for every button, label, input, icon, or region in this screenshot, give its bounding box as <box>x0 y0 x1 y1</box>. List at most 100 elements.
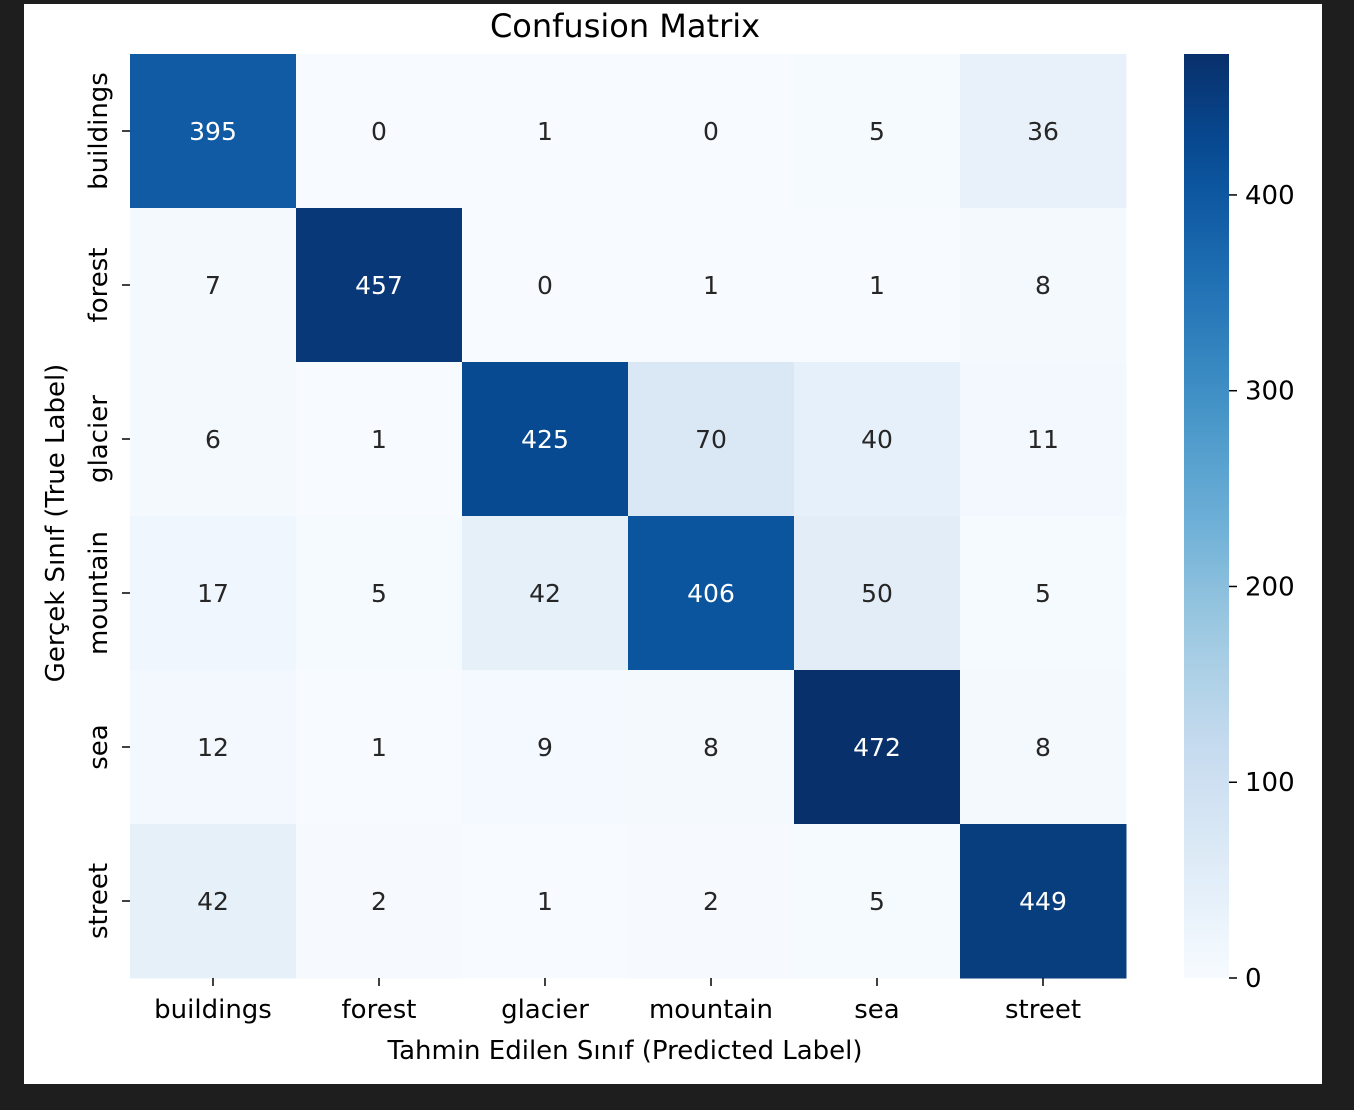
cell-value-label: 425 <box>521 425 569 454</box>
heatmap-cell-sea-glacier <box>462 670 629 825</box>
cell-value-label: 1 <box>537 117 553 146</box>
x-tick-label: street <box>1005 995 1081 1025</box>
cell-value-label: 1 <box>703 271 719 300</box>
heatmap-cell-street-street <box>960 824 1127 979</box>
cell-value-label: 50 <box>861 579 893 608</box>
cell-value-label: 457 <box>355 271 403 300</box>
colorbar-tick-label: 100 <box>1245 768 1295 798</box>
heatmap-cell-forest-street <box>960 208 1127 363</box>
chart-title: Confusion Matrix <box>490 7 760 45</box>
heatmap-cell-sea-street <box>960 670 1127 825</box>
heatmap-cell-buildings-forest <box>296 54 463 209</box>
colorbar-tick-label: 200 <box>1245 572 1295 602</box>
cell-value-label: 12 <box>197 733 229 762</box>
heatmap-cell-glacier-sea <box>794 362 961 517</box>
heatmap-cell-street-glacier <box>462 824 629 979</box>
heatmap-cell-sea-forest <box>296 670 463 825</box>
heatmap-cell-glacier-glacier <box>462 362 629 517</box>
cell-value-label: 8 <box>1035 733 1051 762</box>
cell-value-label: 40 <box>861 425 893 454</box>
heatmap-cell-forest-buildings <box>130 208 297 363</box>
y-tick-label: buildings <box>84 72 114 190</box>
heatmap-cell-mountain-sea <box>794 516 961 671</box>
cell-value-label: 5 <box>869 887 885 916</box>
cell-value-label: 42 <box>197 887 229 916</box>
y-tick-label: glacier <box>84 395 114 483</box>
cell-value-label: 406 <box>687 579 735 608</box>
heatmap-cell-mountain-forest <box>296 516 463 671</box>
x-tick-label: forest <box>342 995 417 1025</box>
colorbar-tick-label: 0 <box>1245 964 1262 994</box>
cell-value-label: 1 <box>371 733 387 762</box>
heatmap-cell-buildings-street <box>960 54 1127 209</box>
heatmap-cells <box>130 54 1127 979</box>
heatmap-cell-street-forest <box>296 824 463 979</box>
y-tick-label: mountain <box>84 531 114 655</box>
heatmap-cell-sea-mountain <box>628 670 795 825</box>
heatmap-cell-mountain-glacier <box>462 516 629 671</box>
heatmap-cell-buildings-buildings <box>130 54 297 209</box>
cell-value-label: 70 <box>695 425 727 454</box>
heatmap-cell-buildings-glacier <box>462 54 629 209</box>
cell-value-label: 8 <box>1035 271 1051 300</box>
heatmap-cell-forest-sea <box>794 208 961 363</box>
heatmap-cell-glacier-forest <box>296 362 463 517</box>
x-tick-label: buildings <box>154 995 272 1025</box>
heatmap-cell-sea-buildings <box>130 670 297 825</box>
cell-value-label: 5 <box>371 579 387 608</box>
heatmap-cell-sea-sea <box>794 670 961 825</box>
cell-value-label: 36 <box>1027 117 1059 146</box>
cell-value-label: 5 <box>1035 579 1051 608</box>
colorbar-ticks: 0 100 200 300 400 <box>1229 181 1295 994</box>
cell-value-label: 449 <box>1019 887 1067 916</box>
cell-value-label: 6 <box>205 425 221 454</box>
x-tick-label: mountain <box>649 995 773 1025</box>
cell-value-label: 472 <box>853 733 901 762</box>
cell-value-label: 2 <box>703 887 719 916</box>
heatmap-cell-glacier-mountain <box>628 362 795 517</box>
heatmap-cell-mountain-mountain <box>628 516 795 671</box>
heatmap-cell-glacier-buildings <box>130 362 297 517</box>
cell-value-label: 1 <box>371 425 387 454</box>
x-axis-ticks: buildings forest glacier mountain sea street <box>154 978 1081 1025</box>
cell-value-label: 1 <box>537 887 553 916</box>
x-axis-label: Tahmin Edilen Sınıf (Predicted Label) <box>387 1036 863 1066</box>
heatmap-cell-forest-mountain <box>628 208 795 363</box>
cell-value-label: 1 <box>869 271 885 300</box>
heatmap-cell-street-sea <box>794 824 961 979</box>
y-tick-label: street <box>84 863 114 939</box>
cell-value-label: 42 <box>529 579 561 608</box>
cell-value-label: 0 <box>703 117 719 146</box>
heatmap-cell-forest-glacier <box>462 208 629 363</box>
x-tick-label: sea <box>854 995 899 1025</box>
y-tick-label: sea <box>84 724 114 769</box>
cell-value-label: 0 <box>537 271 553 300</box>
colorbar <box>1184 54 1229 978</box>
y-axis-ticks: buildings forest glacier mountain sea street <box>84 72 130 939</box>
colorbar-tick-label: 400 <box>1245 181 1295 211</box>
heatmap-cell-mountain-buildings <box>130 516 297 671</box>
cell-value-label: 11 <box>1027 425 1059 454</box>
y-axis-label: Gerçek Sınıf (True Label) <box>41 364 71 683</box>
cell-value-label: 395 <box>189 117 237 146</box>
cell-value-label: 9 <box>537 733 553 762</box>
heatmap-cell-buildings-sea <box>794 54 961 209</box>
heatmap-cell-mountain-street <box>960 516 1127 671</box>
y-tick-label: forest <box>84 248 114 323</box>
heatmap-cell-glacier-street <box>960 362 1127 517</box>
heatmap-cell-forest-forest <box>296 208 463 363</box>
cell-value-label: 7 <box>205 271 221 300</box>
colorbar-tick-label: 300 <box>1245 377 1295 407</box>
cell-value-label: 2 <box>371 887 387 916</box>
x-tick-label: glacier <box>501 995 589 1025</box>
heatmap-chart: Confusion Matrix 395 0 1 0 5 367 457 0 1 1 86 1 425 7… <box>41 7 1295 1066</box>
cell-value-label: 0 <box>371 117 387 146</box>
cell-value-label: 17 <box>197 579 229 608</box>
figure: Confusion Matrix 395 0 1 0 5 36 7 457 0 1 1 8 6 1 425 7… <box>24 4 1322 1084</box>
heatmap-cell-street-buildings <box>130 824 297 979</box>
heatmap-cell-buildings-mountain <box>628 54 795 209</box>
heatmap-cell-street-mountain <box>628 824 795 979</box>
cell-value-label: 8 <box>703 733 719 762</box>
cell-value-label: 5 <box>869 117 885 146</box>
